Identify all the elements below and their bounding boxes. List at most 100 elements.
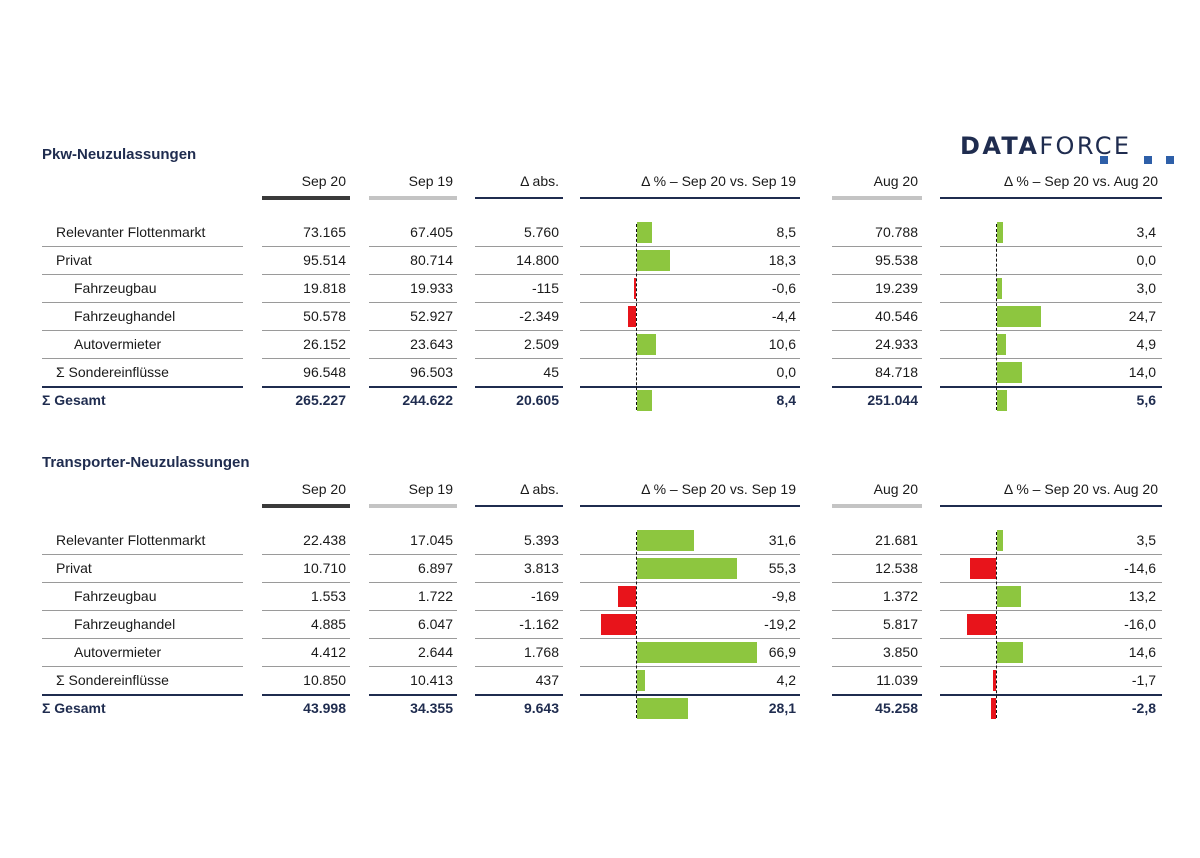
cell-abs: 5.760: [523, 224, 559, 240]
row-separator: [369, 694, 457, 696]
cell-abs: -1.162: [519, 616, 559, 632]
bar-positive: [997, 362, 1023, 383]
cell-sep20: 26.152: [303, 336, 346, 352]
table-row: Σ Sondereinflüsse 96.548 96.503 45 84.718 0,0…: [0, 358, 1200, 386]
cell-pct2: 24,7: [1128, 308, 1156, 324]
row-separator: [475, 610, 563, 611]
cell-pct2: -1,7: [1131, 672, 1156, 688]
row-label: Fahrzeugbau: [74, 588, 157, 604]
cell-aug20: 12.538: [875, 560, 918, 576]
row-label: Privat: [56, 252, 92, 268]
row-separator: [369, 246, 457, 247]
row-separator: [475, 638, 563, 639]
cell-aug20: 24.933: [875, 336, 918, 352]
cell-aug20: 251.044: [867, 392, 918, 408]
column-header: Sep 19: [408, 481, 453, 497]
bar-positive: [637, 558, 737, 579]
cell-abs: -2.349: [519, 308, 559, 324]
column-header: Sep 20: [301, 481, 346, 497]
cell-sep20: 73.165: [303, 224, 346, 240]
cell-sep20: 10.850: [303, 672, 346, 688]
cell-aug20: 3.850: [882, 644, 918, 660]
cell-abs: 1.768: [523, 644, 559, 660]
cell-sep19: 6.897: [417, 560, 453, 576]
header-underline: [832, 504, 922, 508]
bar-positive: [997, 334, 1006, 355]
cell-sep20: 10.710: [303, 560, 346, 576]
header-underline: [832, 196, 922, 200]
zero-axis: [636, 224, 637, 410]
column-header: Δ abs.: [520, 173, 559, 189]
bar-negative: [601, 614, 636, 635]
bar-positive: [997, 222, 1004, 243]
row-separator: [940, 694, 1162, 696]
row-separator: [262, 610, 350, 611]
table-row: Relevanter Flottenmarkt 73.165 67.405 5.760…: [0, 218, 1200, 246]
row-separator: [832, 554, 922, 555]
row-separator: [940, 302, 1162, 303]
bar-positive: [997, 642, 1024, 663]
row-separator: [580, 358, 800, 359]
cell-sep20: 4.885: [310, 616, 346, 632]
cell-pct2: -14,6: [1124, 560, 1156, 576]
bar-positive: [637, 698, 688, 719]
bar-negative: [990, 698, 996, 719]
cell-pct2: 3,0: [1136, 280, 1156, 296]
row-separator: [475, 330, 563, 331]
cell-sep20: 96.548: [303, 364, 346, 380]
cell-pct1: 28,1: [768, 700, 796, 716]
cell-sep20: 265.227: [295, 392, 346, 408]
logo-square: [1144, 156, 1152, 164]
row-separator: [580, 386, 800, 388]
row-separator: [262, 302, 350, 303]
row-separator: [42, 274, 243, 275]
row-separator: [940, 638, 1162, 639]
cell-aug20: 21.681: [875, 532, 918, 548]
row-separator: [580, 330, 800, 331]
row-separator: [42, 610, 243, 611]
cell-pct1: 55,3: [768, 560, 796, 576]
row-separator: [369, 358, 457, 359]
row-separator: [42, 666, 243, 667]
cell-sep19: 19.933: [410, 280, 453, 296]
row-separator: [832, 274, 922, 275]
row-label: Fahrzeugbau: [74, 280, 157, 296]
row-separator: [369, 274, 457, 275]
row-label: Σ Sondereinflüsse: [56, 364, 169, 380]
row-separator: [940, 666, 1162, 667]
row-separator: [832, 582, 922, 583]
bar-positive: [997, 306, 1042, 327]
cell-pct1: 18,3: [768, 252, 796, 268]
dataforce-logo: DATAFORCE: [960, 132, 1175, 166]
table-row: Privat 95.514 80.714 14.800 95.538 18,3 0,0: [0, 246, 1200, 274]
column-header: Aug 20: [873, 481, 918, 497]
cell-pct1: -19,2: [764, 616, 796, 632]
cell-abs: -115: [532, 280, 559, 296]
cell-aug20: 70.788: [875, 224, 918, 240]
cell-aug20: 19.239: [875, 280, 918, 296]
bar-negative: [969, 558, 996, 579]
cell-pct2: 5,6: [1136, 392, 1156, 408]
cell-abs: -169: [530, 588, 559, 604]
cell-pct1: 4,2: [776, 672, 796, 688]
cell-pct1: -4,4: [771, 308, 796, 324]
header-underline: [369, 196, 457, 200]
row-separator: [475, 358, 563, 359]
table-row: Autovermieter 4.412 2.644 1.768 3.850 66,9 14,…: [0, 638, 1200, 666]
cell-pct2: 4,9: [1136, 336, 1156, 352]
column-header: Δ % – Sep 20 vs. Aug 20: [1003, 481, 1158, 497]
zero-axis: [996, 224, 997, 410]
cell-pct1: 66,9: [768, 644, 796, 660]
header-underline: [580, 197, 800, 199]
column-header: Δ % – Sep 20 vs. Sep 19: [641, 173, 796, 189]
cell-pct1: -9,8: [771, 588, 796, 604]
table-row: Privat 10.710 6.897 3.813 12.538 55,3 -14,6: [0, 554, 1200, 582]
row-separator: [832, 694, 922, 696]
cell-sep19: 10.413: [410, 672, 453, 688]
cell-sep20: 1.553: [310, 588, 346, 604]
cell-aug20: 11.039: [876, 672, 918, 688]
row-separator: [832, 330, 922, 331]
cell-aug20: 5.817: [882, 616, 918, 632]
cell-pct1: 0,0: [776, 364, 796, 380]
column-header: Sep 20: [301, 173, 346, 189]
